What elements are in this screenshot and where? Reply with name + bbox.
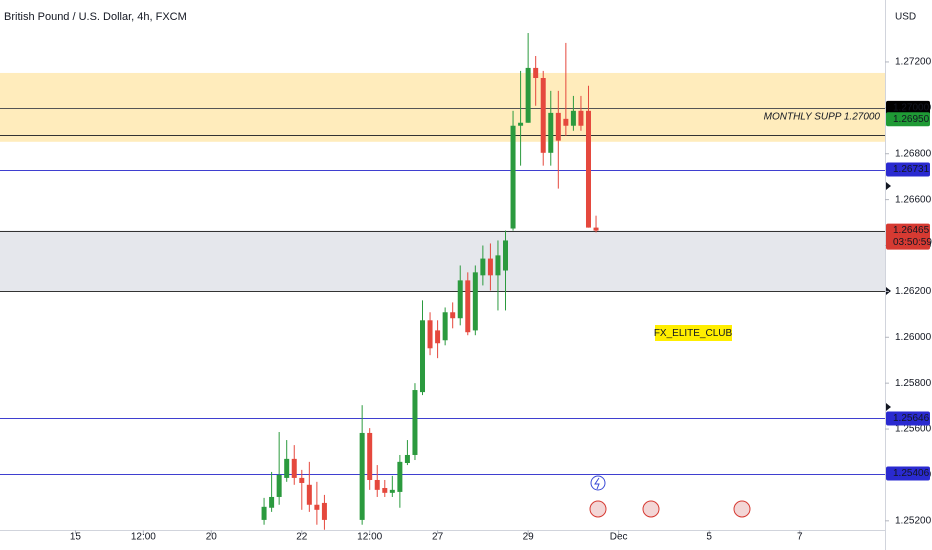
event-icon[interactable] [590, 475, 606, 491]
candle-body [518, 122, 524, 126]
event-icons [589, 475, 751, 518]
candle-body [502, 240, 508, 271]
price-label-box [886, 100, 930, 115]
candle-body [321, 502, 327, 520]
price-label: 1.26731 [893, 164, 930, 175]
candle-body [382, 488, 388, 493]
candle-body [261, 506, 267, 520]
price-label-box [886, 466, 930, 481]
x-tick-label: Dec [610, 532, 628, 543]
y-tick-label: 1.26200 [895, 286, 932, 297]
price-label: 1.25406 [893, 468, 930, 479]
y-tick-label: 1.25800 [895, 378, 932, 389]
candle-body [540, 78, 546, 153]
candle-body [269, 496, 275, 508]
candle-body [314, 504, 320, 510]
event-flag[interactable] [642, 500, 660, 518]
y-tick-label: 1.26600 [895, 194, 932, 205]
candle-body [585, 110, 591, 228]
y-tick-label: 1.26800 [895, 148, 932, 159]
currency: USD [895, 12, 916, 23]
x-tick-label: 15 [70, 532, 82, 543]
candle-body [563, 118, 569, 126]
price-label-box [886, 223, 930, 250]
price-label: 1.26465 [893, 225, 930, 236]
x-tick-label: 29 [523, 532, 535, 543]
candle-body [306, 484, 312, 505]
price-label-box [886, 112, 930, 127]
candle-body [420, 320, 426, 393]
candle-body [404, 454, 410, 464]
candle-body [465, 280, 471, 333]
candle-body [412, 390, 418, 455]
candle-body [435, 330, 441, 344]
candle-body [593, 227, 599, 231]
x-tick-label: 27 [432, 532, 444, 543]
candle-body [457, 280, 463, 319]
x-tick-label: 7 [797, 532, 803, 543]
candle-body [299, 477, 305, 483]
candle-body [487, 258, 493, 276]
candle-body [276, 474, 282, 497]
x-tick-label: 20 [206, 532, 218, 543]
candle-body [555, 112, 561, 141]
candle-body [450, 312, 456, 319]
y-tick-label: 1.27200 [895, 57, 932, 68]
axis-marker [886, 182, 891, 190]
zone-note: MONTHLY SUPP 1.27000 [764, 112, 881, 123]
chart-title: British Pound / U.S. Dollar, 4h, FXCM [4, 11, 187, 23]
zone [0, 72, 885, 142]
candle-body [472, 272, 478, 331]
candle-body [578, 110, 584, 126]
candle-body [359, 432, 365, 520]
candle-body [525, 67, 531, 123]
watermark: FX_ELITE_CLUB [654, 328, 733, 339]
candle-body [397, 461, 403, 492]
candle-body [427, 320, 433, 349]
watermark-box [655, 325, 732, 341]
countdown: 03:50:59 [893, 237, 932, 248]
plot-layer [0, 33, 885, 530]
candle-body [291, 458, 297, 478]
candle-body [495, 255, 501, 276]
candle-body [367, 432, 373, 480]
x-tick-label: 5 [706, 532, 712, 543]
event-icon-glyph [594, 477, 600, 490]
candle-body [374, 479, 380, 490]
x-tick-label: 12:00 [131, 532, 156, 543]
price-label-box [886, 162, 930, 177]
price-label: 1.27000 [893, 102, 930, 113]
candle-body [548, 112, 554, 153]
price-label: 1.26950 [893, 114, 930, 125]
y-tick-label: 1.25200 [895, 515, 932, 526]
event-flag[interactable] [733, 500, 751, 518]
x-tick-label: 12:00 [357, 532, 382, 543]
candle-body [570, 110, 576, 126]
axis-marker [886, 403, 891, 411]
candle-body [442, 312, 448, 341]
candle-body [284, 458, 290, 478]
x-tick-label: 22 [296, 532, 308, 543]
y-tick-label: 1.25600 [895, 424, 932, 435]
event-flag[interactable] [589, 500, 607, 518]
price-label: 1.25646 [893, 413, 930, 424]
price-label-box [886, 411, 930, 426]
zone [0, 230, 885, 292]
y-tick-label: 1.26000 [895, 332, 932, 343]
candle-body [533, 67, 539, 79]
candle-body [389, 489, 395, 493]
candle-body [480, 258, 486, 276]
candle-body [510, 125, 516, 229]
